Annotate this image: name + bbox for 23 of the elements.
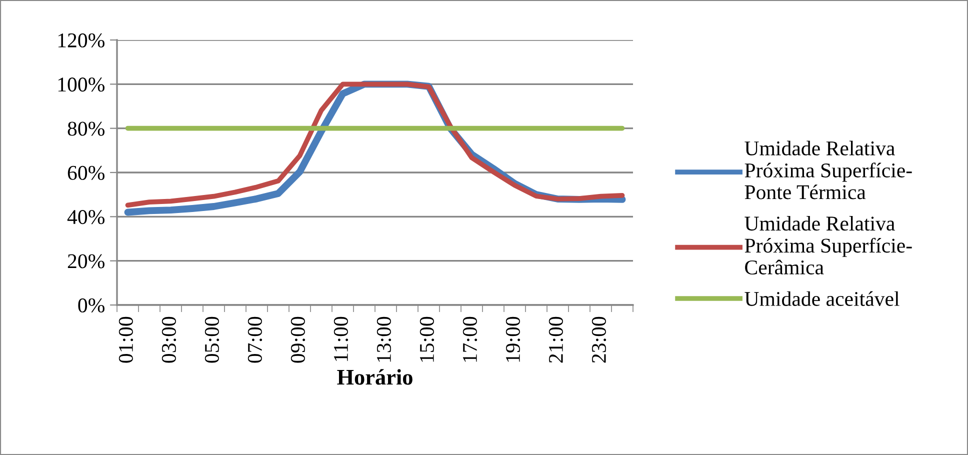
x-tick-label: 05:00	[204, 316, 220, 363]
y-tick-label: 60%	[68, 166, 104, 180]
legend-label: Umidade Relativa Próxima Superfície- Cerâmica	[744, 216, 912, 274]
x-tick-label: 07:00	[248, 316, 262, 363]
x-tick-label: 09:00	[290, 316, 306, 363]
x-tick-label: 11:00	[334, 316, 348, 361]
legend-label: Umidade aceitável	[744, 291, 900, 306]
x-tick-label: 21:00	[548, 316, 564, 363]
x-tick-label: 23:00	[592, 316, 606, 363]
y-tick-label: 100%	[58, 78, 104, 92]
y-tick-label: 40%	[67, 210, 104, 224]
x-tick-label: 01:00	[118, 316, 134, 363]
x-tick-label: 15:00	[420, 316, 434, 362]
y-tick-label: 0%	[78, 298, 104, 312]
x-tick-label: 19:00	[506, 316, 520, 362]
y-tick-label: 20%	[68, 254, 104, 268]
y-tick-label: 120%	[58, 33, 104, 48]
x-tick-label: 17:00	[462, 316, 478, 362]
x-tick-label: 03:00	[162, 316, 176, 363]
legend-label: Umidade Relativa Próxima Superfície- Ponte Térmica	[744, 140, 912, 200]
x-axis-title: Horário	[337, 369, 412, 385]
x-tick-label: 13:00	[376, 316, 392, 362]
y-tick-label: 80%	[68, 122, 104, 136]
